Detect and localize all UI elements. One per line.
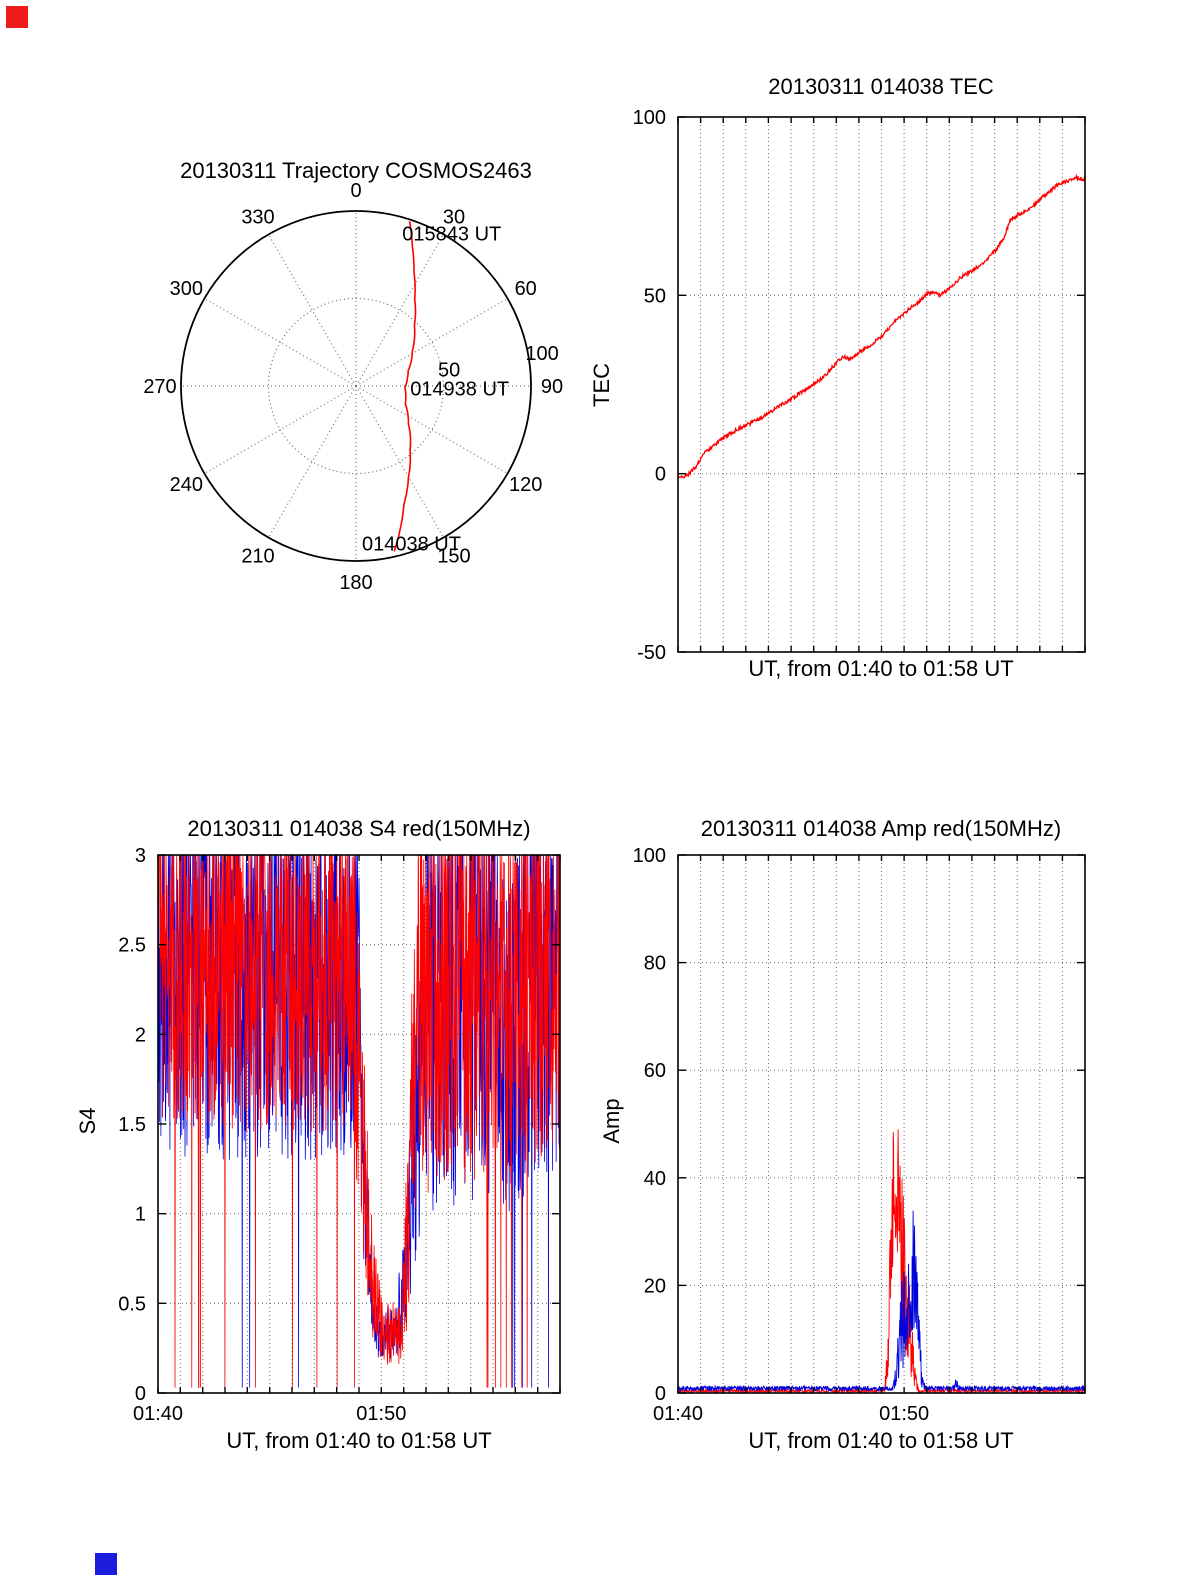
trajectory-plot: 0 30 60 90 120 150 180 210 240 270 300 330 50 100 0158… (143, 180, 563, 594)
tick-label: 270 (143, 376, 176, 398)
tec-plot: -50 0 50 100 (633, 107, 1086, 664)
blue-corner-marker (95, 1553, 117, 1575)
tec-series-tec (677, 173, 1086, 479)
tick-label: 3 (135, 845, 146, 867)
tec-tick-labels: -50 0 50 100 (633, 107, 666, 664)
tick-label: 0 (135, 1383, 146, 1405)
tick-label: 120 (509, 474, 542, 496)
tick-label: 330 (241, 206, 274, 228)
trajectory-annotations: 015843 UT 014938 UT 014038 UT (362, 224, 509, 556)
tick-label: 2.5 (118, 935, 146, 957)
tec-title: 20130311 014038 TEC (768, 74, 994, 99)
trajectory-title: 20130311 Trajectory COSMOS2463 (180, 158, 532, 183)
trajectory-annotation: 014038 UT (362, 534, 461, 556)
trajectory-path (393, 221, 417, 552)
amp-ticks (677, 854, 1086, 1394)
tick-label: 0 (350, 180, 361, 202)
s4-series-red (157, 854, 561, 1389)
tick-label: 50 (644, 285, 666, 307)
amp-series-red (677, 1129, 1086, 1395)
polar-grid (181, 211, 531, 561)
tec-ylabel: TEC (589, 363, 614, 407)
s4-title: 20130311 014038 S4 red(150MHz) (187, 816, 531, 841)
tick-label: 0 (655, 1383, 666, 1405)
tick-label: 20 (644, 1275, 666, 1297)
tick-label: 100 (525, 343, 558, 365)
amp-ylabel: Amp (599, 1098, 624, 1144)
amp-xlabel: UT, from 01:40 to 01:58 UT (748, 1428, 1014, 1453)
tick-label: 1 (135, 1204, 146, 1226)
tick-label: 0.5 (118, 1293, 146, 1315)
polar-outer-circle (180, 210, 532, 562)
s4-tick-labels: 0 0.5 1 1.5 2 2.5 3 01:40 01:50 (118, 845, 406, 1425)
tick-label: 50 (438, 360, 460, 382)
tick-label: 100 (633, 845, 666, 867)
polar-labels: 0 30 60 90 120 150 180 210 240 270 300 330 50 100 (143, 180, 563, 594)
s4-ticks (157, 854, 561, 1394)
tec-ticks (677, 116, 1086, 653)
tick-label: 01:40 (653, 1403, 703, 1425)
tick-label: 300 (170, 278, 203, 300)
tick-label: 1.5 (118, 1114, 146, 1136)
tick-label: 150 (437, 546, 470, 568)
tick-label: 30 (443, 206, 465, 228)
tick-label: 210 (241, 546, 274, 568)
tick-label: 0 (655, 464, 666, 486)
amp-gridlines (678, 855, 1085, 1393)
tick-label: 100 (633, 107, 666, 129)
tick-label: 240 (170, 474, 203, 496)
trajectory-annotation: 015843 UT (402, 224, 501, 246)
tick-label: 40 (644, 1168, 666, 1190)
s4-plot: 0 0.5 1 1.5 2 2.5 3 01:40 01:50 (118, 845, 561, 1425)
tec-xlabel: UT, from 01:40 to 01:58 UT (748, 656, 1014, 681)
s4-xlabel: UT, from 01:40 to 01:58 UT (226, 1428, 492, 1453)
tick-label: 180 (339, 572, 372, 594)
trajectory-annotation: 014938 UT (410, 379, 509, 401)
red-corner-marker (6, 6, 28, 28)
tick-label: 01:50 (879, 1403, 929, 1425)
tick-label: -50 (637, 642, 666, 664)
amp-title: 20130311 014038 Amp red(150MHz) (700, 816, 1062, 841)
tick-label: 90 (541, 376, 563, 398)
amp-tick-labels: 0 20 40 60 80 100 01:40 01:50 (633, 845, 930, 1425)
tick-label: 60 (644, 1060, 666, 1082)
tick-label: 01:50 (356, 1403, 406, 1425)
tick-label: 01:40 (133, 1403, 183, 1425)
tick-label: 60 (515, 278, 537, 300)
amp-plot: 0 20 40 60 80 100 01:40 01:50 (633, 845, 1086, 1425)
tick-label: 2 (135, 1024, 146, 1046)
tick-label: 80 (644, 953, 666, 975)
tec-gridlines (678, 117, 1085, 652)
s4-ylabel: S4 (75, 1107, 100, 1135)
